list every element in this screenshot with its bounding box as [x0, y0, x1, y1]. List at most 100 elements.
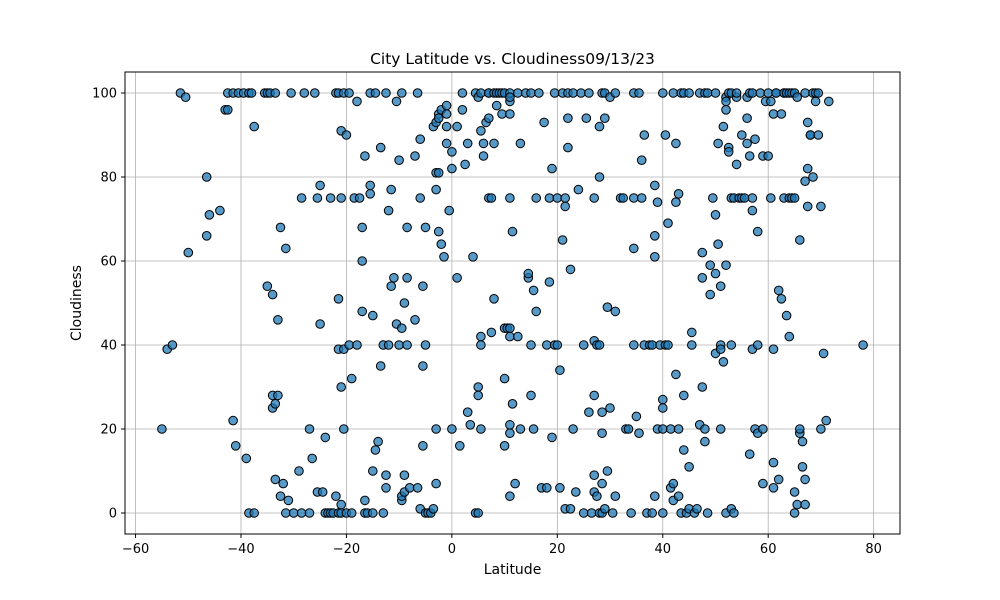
data-point — [183, 247, 194, 258]
data-point — [816, 424, 826, 434]
data-point — [758, 478, 768, 489]
x-tick-label: 20 — [549, 542, 566, 557]
data-point — [378, 508, 389, 518]
data-point — [684, 88, 694, 98]
data-point — [505, 323, 515, 334]
data-point — [557, 235, 568, 245]
data-point — [357, 306, 368, 317]
data-point — [789, 193, 800, 203]
data-point — [368, 310, 378, 321]
data-point — [473, 508, 484, 518]
data-point — [415, 134, 426, 144]
data-point — [352, 340, 362, 350]
data-point — [325, 193, 336, 203]
data-point — [658, 403, 668, 413]
data-point — [679, 390, 689, 401]
data-point — [428, 504, 439, 514]
data-point — [389, 273, 399, 283]
data-point — [462, 407, 473, 418]
data-point — [526, 88, 536, 98]
data-point — [718, 357, 729, 367]
data-point — [723, 147, 734, 157]
data-point — [447, 163, 457, 174]
data-point — [402, 340, 412, 350]
data-point — [167, 340, 178, 350]
data-point — [687, 327, 697, 338]
data-point — [505, 420, 515, 430]
data-point — [304, 508, 315, 518]
data-point — [800, 474, 810, 485]
data-point — [341, 130, 352, 140]
data-point — [647, 508, 658, 518]
data-point — [505, 92, 515, 102]
data-point — [296, 508, 307, 518]
data-point — [589, 390, 600, 401]
data-point — [610, 491, 621, 502]
data-point — [336, 193, 347, 203]
data-point — [513, 331, 523, 342]
data-point — [744, 449, 755, 460]
data-point — [281, 243, 291, 254]
data-point — [652, 197, 663, 207]
data-point — [747, 88, 758, 98]
data-point — [230, 441, 241, 451]
data-point — [731, 88, 742, 98]
y-tick-label: 60 — [100, 255, 117, 270]
data-point — [320, 432, 331, 443]
data-point — [484, 113, 494, 123]
data-point — [650, 491, 660, 502]
data-point — [710, 210, 721, 220]
data-point — [505, 331, 515, 342]
data-point — [381, 470, 391, 481]
data-point — [792, 92, 803, 102]
data-point — [555, 365, 565, 376]
data-point — [737, 130, 747, 140]
data-point — [768, 109, 779, 119]
data-point — [333, 294, 344, 304]
data-point — [381, 88, 391, 98]
data-point — [510, 478, 520, 489]
data-point — [824, 96, 834, 107]
x-tick-label: 80 — [865, 542, 882, 557]
data-point — [547, 163, 557, 174]
data-point — [368, 466, 378, 476]
data-point — [489, 294, 499, 304]
data-point — [705, 289, 716, 300]
data-point — [433, 113, 444, 123]
data-point — [465, 420, 476, 430]
data-point — [278, 478, 289, 489]
data-point — [752, 340, 763, 350]
data-point — [742, 138, 752, 149]
x-tick-label: −40 — [227, 542, 254, 557]
data-point — [267, 289, 278, 300]
data-point — [750, 134, 760, 144]
data-point — [639, 130, 650, 140]
data-point — [402, 273, 412, 283]
data-point — [381, 483, 391, 493]
data-point — [478, 151, 489, 161]
data-point — [607, 508, 618, 518]
data-points — [157, 88, 868, 518]
data-point — [626, 508, 636, 518]
data-point — [549, 88, 560, 98]
data-point — [383, 205, 394, 216]
data-point — [563, 142, 573, 153]
data-point — [473, 382, 484, 392]
data-point — [560, 193, 571, 203]
data-point — [526, 340, 536, 350]
data-point — [813, 130, 824, 140]
data-point — [697, 273, 708, 283]
data-point — [539, 117, 549, 128]
data-point — [668, 88, 679, 98]
data-point — [315, 180, 325, 191]
data-point — [310, 88, 320, 98]
data-point — [420, 340, 431, 350]
data-point — [270, 88, 281, 98]
data-point — [204, 210, 215, 220]
data-point — [594, 340, 605, 350]
data-point — [729, 508, 739, 518]
data-point — [201, 172, 212, 182]
data-point — [288, 508, 299, 518]
data-point — [792, 499, 803, 510]
